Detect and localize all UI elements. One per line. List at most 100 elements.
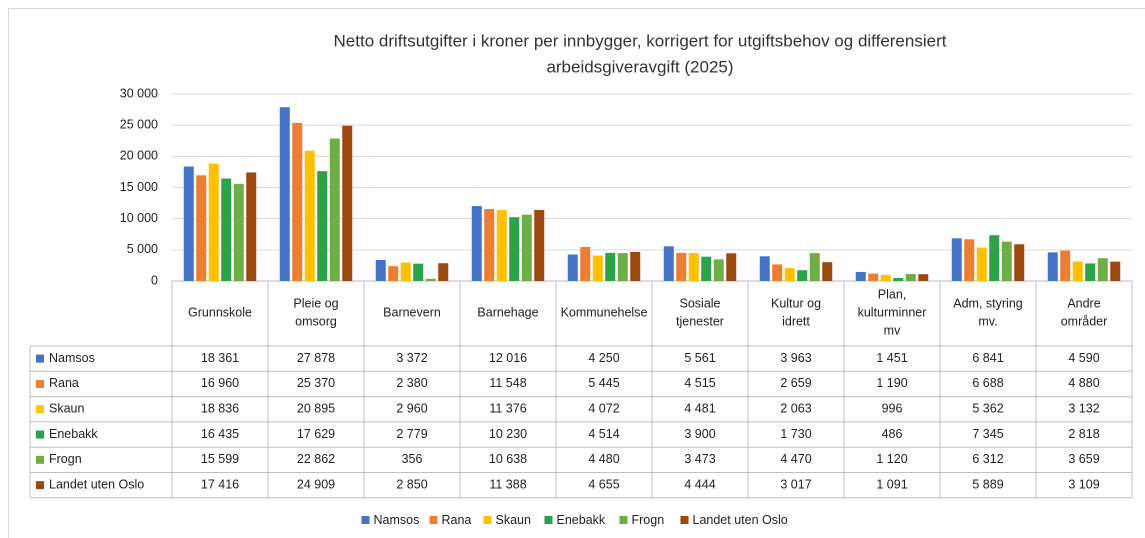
bar — [233, 183, 244, 281]
bar — [388, 266, 399, 281]
bar — [701, 256, 712, 281]
bar — [400, 262, 411, 281]
x-tick-label: Plan, kulturminner mv — [858, 288, 927, 338]
bar — [471, 206, 482, 281]
bar — [329, 138, 340, 281]
y-tick-label: 30 000 — [120, 86, 158, 100]
table-cell: 1 091 — [876, 477, 907, 491]
table-cell: 2 063 — [780, 402, 811, 416]
table-cell: 4 250 — [588, 351, 619, 365]
bar — [375, 259, 386, 281]
bar — [688, 253, 699, 281]
table-cell: 3 963 — [780, 351, 811, 365]
table-cell: 18 836 — [201, 402, 239, 416]
legend-key — [483, 516, 492, 524]
table-cell: 1 190 — [876, 376, 907, 390]
y-tick-label: 0 — [151, 273, 158, 287]
y-tick-label: 10 000 — [120, 211, 158, 225]
bar — [183, 166, 194, 281]
bar — [413, 263, 424, 281]
table-cell: 4 470 — [780, 452, 811, 466]
table-cell: 3 659 — [1068, 452, 1099, 466]
bar — [905, 274, 916, 281]
bar — [809, 253, 820, 281]
x-tick-label: Barnehage — [477, 306, 538, 320]
bar — [1110, 261, 1121, 281]
table-cell: 5 362 — [972, 402, 1003, 416]
legend-key — [36, 481, 44, 490]
legend-label: Rana — [442, 513, 472, 527]
table-row-label: Enebakk — [49, 427, 98, 441]
table-cell: 1 120 — [876, 452, 907, 466]
bar — [868, 273, 879, 281]
table-row-label: Frogn — [49, 452, 82, 466]
table-cell: 3 017 — [780, 477, 811, 491]
legend-key — [36, 379, 44, 388]
x-tick-label: Pleie og omsorg — [293, 297, 338, 329]
table-cell: 2 818 — [1068, 427, 1099, 441]
legend-label: Enebakk — [557, 513, 606, 527]
table-cell: 24 909 — [297, 477, 335, 491]
table-cell: 4 514 — [588, 427, 619, 441]
bar — [521, 214, 532, 281]
bar — [279, 107, 290, 281]
x-tick-label: Grunnskole — [188, 306, 252, 320]
table-cell: 4 481 — [684, 402, 715, 416]
table-cell: 17 629 — [297, 427, 335, 441]
table-cell: 1 451 — [876, 351, 907, 365]
bar — [438, 263, 449, 281]
legend-key — [36, 354, 44, 363]
bar — [292, 122, 303, 281]
table-cell: 3 900 — [684, 427, 715, 441]
y-tick-label: 5 000 — [127, 242, 158, 256]
chart-title: arbeidsgiveravgift (2025) — [546, 57, 733, 76]
table-cell: 22 862 — [297, 452, 335, 466]
bar — [1072, 261, 1083, 281]
bar — [726, 253, 737, 281]
bar — [605, 252, 616, 281]
legend-key — [36, 430, 44, 439]
bar — [592, 255, 603, 281]
table-cell: 6 312 — [972, 452, 1003, 466]
bar — [989, 235, 1000, 281]
bar — [951, 238, 962, 281]
x-tick-label: Kommunehelse — [561, 306, 648, 320]
bar — [630, 251, 641, 281]
table-cell: 1 730 — [780, 427, 811, 441]
table-cell: 7 345 — [972, 427, 1003, 441]
table-cell: 16 960 — [201, 376, 239, 390]
table-cell: 18 361 — [201, 351, 239, 365]
table-cell: 11 376 — [489, 402, 526, 416]
table-cell: 4 072 — [588, 402, 619, 416]
legend-key — [680, 516, 689, 524]
table-cell: 486 — [882, 427, 903, 441]
table-cell: 5 889 — [972, 477, 1003, 491]
x-tick-label: Barnevern — [383, 306, 441, 320]
x-tick-label: Sosiale tjenester — [676, 297, 724, 329]
bar — [304, 150, 315, 281]
table-cell: 2 779 — [396, 427, 427, 441]
bar — [208, 163, 219, 281]
table-row-label: Namsos — [49, 351, 95, 365]
bar — [880, 274, 891, 281]
bar — [425, 278, 436, 281]
table-row-label: Rana — [49, 376, 79, 390]
bar — [317, 171, 328, 281]
bar — [509, 217, 520, 281]
bar — [893, 277, 904, 281]
legend-key — [429, 516, 438, 524]
table-row-label: Skaun — [49, 402, 84, 416]
bar — [196, 175, 207, 281]
table-cell: 15 599 — [201, 452, 239, 466]
legend-key — [36, 455, 44, 464]
bar — [1085, 263, 1096, 281]
table-cell: 3 473 — [684, 452, 715, 466]
table-cell: 6 841 — [972, 351, 1003, 365]
chart-border — [8, 8, 1145, 538]
bar — [964, 239, 975, 281]
table-cell: 4 880 — [1068, 376, 1099, 390]
table-cell: 6 688 — [972, 376, 1003, 390]
table-cell: 27 878 — [297, 351, 335, 365]
bar — [663, 246, 674, 281]
table-cell: 3 109 — [1068, 477, 1099, 491]
